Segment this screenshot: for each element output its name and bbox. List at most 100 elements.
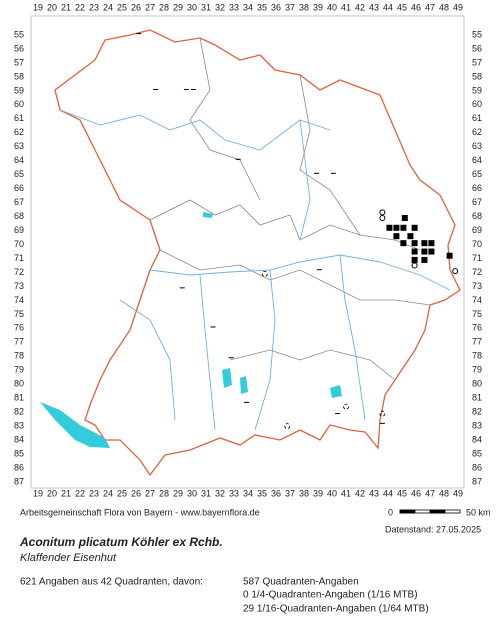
column-label: 26	[131, 2, 141, 12]
column-label: 21	[61, 488, 71, 498]
occurrence-filled	[400, 240, 407, 247]
occurrence-open	[379, 209, 386, 216]
row-label: 72	[472, 267, 482, 277]
occurrence-filled	[411, 256, 418, 263]
bavaria-outline	[54, 29, 461, 477]
row-label: 86	[14, 462, 24, 472]
scientific-name: Aconitum plicatum Köhler ex Rchb.	[19, 535, 223, 549]
occurrence-filled	[446, 252, 453, 259]
row-label: 85	[472, 448, 482, 458]
credits: Arbeitsgemeinschaft Flora von Bayern - w…	[20, 507, 260, 517]
column-label: 32	[215, 2, 225, 12]
row-label: 78	[14, 351, 24, 361]
column-label: 24	[103, 488, 113, 498]
map-frame	[30, 15, 465, 489]
row-label: 60	[14, 99, 24, 109]
row-label: 55	[472, 29, 482, 39]
occurrence-filled	[411, 240, 418, 247]
row-label: 71	[14, 253, 24, 263]
row-label: 64	[14, 155, 24, 165]
column-label: 32	[215, 488, 225, 498]
occurrence-question	[343, 403, 349, 410]
row-label: 87	[14, 476, 24, 486]
column-label: 34	[243, 488, 253, 498]
column-label: 28	[159, 2, 169, 12]
row-label: 80	[472, 379, 482, 389]
column-label: 23	[89, 488, 99, 498]
district-borders	[149, 37, 431, 381]
row-label: 72	[14, 267, 24, 277]
row-label: 77	[14, 337, 24, 347]
row-label: 63	[472, 141, 482, 151]
column-label: 29	[173, 2, 183, 12]
row-label: 60	[472, 99, 482, 109]
column-label: 43	[369, 488, 379, 498]
column-label: 35	[257, 488, 267, 498]
column-label: 25	[117, 488, 127, 498]
occurrence-filled	[411, 224, 418, 231]
column-label: 31	[201, 488, 211, 498]
row-label: 61	[472, 113, 482, 123]
column-label: 19	[33, 2, 43, 12]
row-label: 65	[472, 169, 482, 179]
column-label: 49	[453, 2, 463, 12]
data-date: Datenstand: 27.05.2025	[385, 524, 481, 534]
row-label: 58	[14, 71, 24, 81]
column-label: 45	[397, 2, 407, 12]
occurrence-filled	[421, 256, 428, 263]
row-label: 76	[472, 323, 482, 333]
stats-summary: 621 Angaben aus 42 Quadranten, davon:	[20, 577, 203, 588]
column-label: 47	[425, 2, 435, 12]
row-label: 81	[14, 393, 24, 403]
row-label: 64	[472, 155, 482, 165]
lakes	[40, 212, 342, 448]
column-label: 38	[299, 488, 309, 498]
row-label: 66	[14, 183, 24, 193]
column-label: 46	[411, 488, 421, 498]
row-label: 68	[472, 211, 482, 221]
occurrence-filled	[401, 215, 408, 222]
column-label: 43	[369, 2, 379, 12]
row-label: 82	[472, 407, 482, 417]
column-label: 30	[187, 2, 197, 12]
row-label: 84	[14, 435, 24, 445]
column-label: 28	[159, 488, 169, 498]
column-label: 48	[439, 488, 449, 498]
column-label: 45	[397, 488, 407, 498]
column-label: 35	[257, 2, 267, 12]
row-label: 73	[472, 281, 482, 291]
row-label: 74	[14, 295, 24, 305]
row-label: 85	[14, 448, 24, 458]
column-label: 40	[327, 2, 337, 12]
row-label: 82	[14, 407, 24, 417]
occurrence-open	[452, 268, 459, 275]
column-label: 39	[313, 488, 323, 498]
column-label: 33	[229, 2, 239, 12]
row-label: 57	[14, 57, 24, 67]
row-label: 77	[472, 337, 482, 347]
column-label: 47	[425, 488, 435, 498]
column-label: 44	[383, 488, 393, 498]
column-label: 33	[229, 488, 239, 498]
column-label: 38	[299, 2, 309, 12]
column-label: 31	[201, 2, 211, 12]
column-label: 23	[89, 2, 99, 12]
row-label: 61	[14, 113, 24, 123]
row-label: 67	[14, 197, 24, 207]
occurrence-filled	[393, 233, 400, 240]
rivers	[59, 109, 451, 431]
row-label: 62	[472, 127, 482, 137]
row-label: 79	[14, 365, 24, 375]
scale-start: 0	[388, 507, 393, 517]
occurrence-open	[379, 215, 386, 222]
row-label: 83	[472, 421, 482, 431]
row-label: 83	[14, 421, 24, 431]
row-label: 73	[14, 281, 24, 291]
occurrence-filled	[393, 224, 400, 231]
column-label: 25	[117, 2, 127, 12]
occurrence-filled	[421, 248, 428, 255]
row-label: 81	[472, 393, 482, 403]
column-label: 30	[187, 488, 197, 498]
occurrence-open	[411, 262, 418, 269]
